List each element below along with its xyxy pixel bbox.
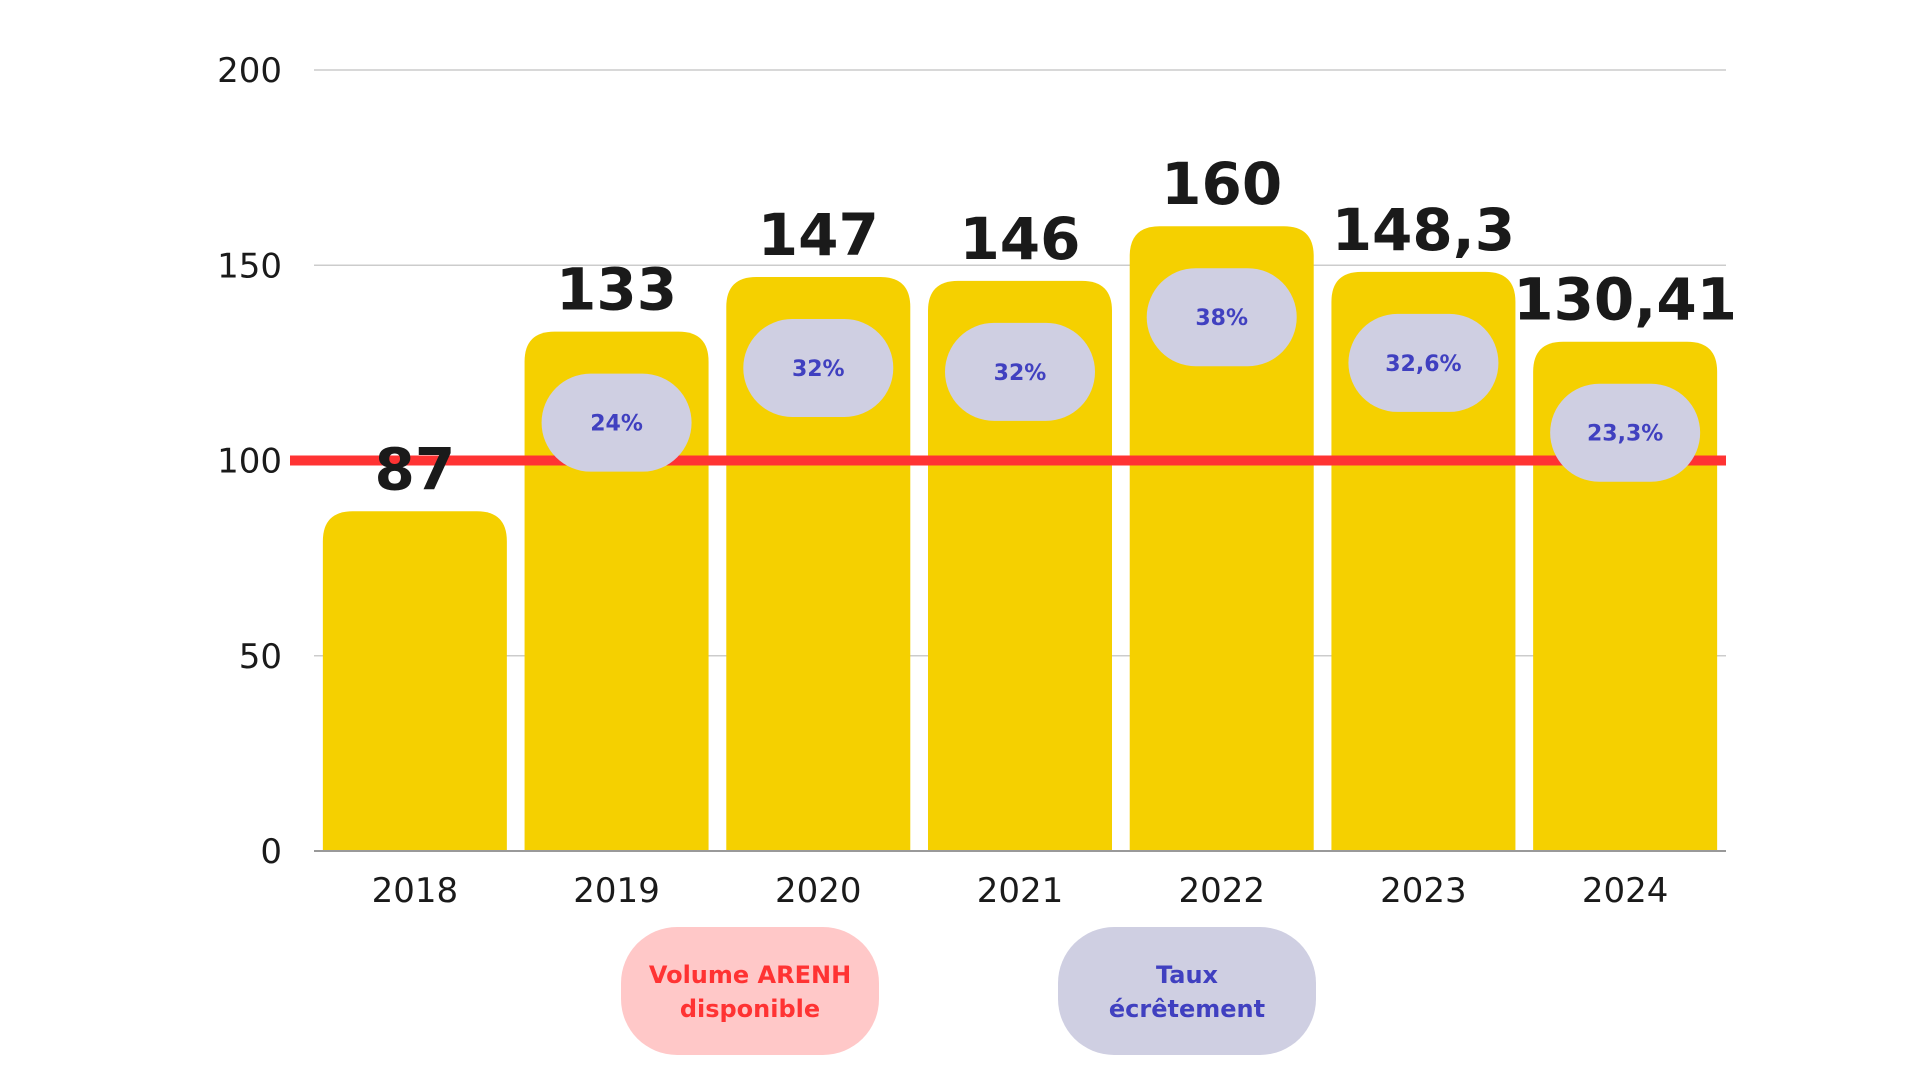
rate-label: 32,6%: [1385, 352, 1461, 377]
x-tick-label: 2019: [573, 871, 660, 911]
data-label: 146: [959, 205, 1080, 273]
rate-label: 32%: [792, 357, 845, 382]
x-tick-label: 2018: [372, 871, 459, 911]
bar-2021: [928, 280, 1112, 851]
legend-label: Taux écrêtement: [1109, 961, 1265, 1023]
legend: Volume ARENH disponible Taux écrêtement: [621, 927, 1316, 1055]
rate-label: 32%: [994, 361, 1047, 386]
bars: [322, 226, 1718, 852]
y-tick-label: 200: [217, 51, 282, 91]
legend-label: Volume ARENH disponible: [649, 961, 851, 1023]
y-tick-label: 0: [260, 832, 282, 872]
legend-item-background: [1058, 927, 1316, 1055]
data-label: 160: [1161, 150, 1282, 218]
data-label: 133: [556, 256, 677, 324]
rate-label: 38%: [1195, 306, 1248, 331]
bar-2020: [726, 276, 911, 852]
bar-2018: [322, 511, 507, 851]
y-axis-ticks: 0 50 100 150 200: [217, 51, 282, 872]
data-label: 130,41: [1513, 266, 1737, 334]
rate-pill: [541, 373, 692, 472]
y-tick-label: 100: [217, 442, 282, 482]
y-tick-label: 150: [217, 246, 282, 286]
x-tick-label: 2024: [1582, 871, 1669, 911]
legend-item-background: [621, 927, 879, 1055]
x-axis-labels: 2018 2019 2020 2021 2022 2023 2024: [372, 871, 1669, 911]
x-tick-label: 2022: [1178, 871, 1265, 911]
bar-2023: [1331, 271, 1516, 851]
x-tick-label: 2020: [775, 871, 862, 911]
rate-label: 24%: [590, 412, 643, 437]
bar-2022: [1129, 226, 1314, 851]
x-tick-label: 2023: [1380, 871, 1467, 911]
rate-pills: 24% 32% 32% 38% 32,6% 23,3%: [541, 268, 1701, 482]
data-label: 87: [374, 435, 455, 503]
rate-label: 23,3%: [1587, 422, 1663, 447]
rate-pill: [945, 322, 1095, 421]
rate-pill: [1550, 383, 1701, 482]
rate-pill: [743, 318, 894, 417]
rate-pill: [1146, 268, 1297, 367]
y-tick-label: 50: [239, 637, 282, 677]
data-label: 148,3: [1332, 196, 1515, 264]
rate-pill: [1348, 313, 1499, 412]
x-tick-label: 2021: [977, 871, 1064, 911]
data-label: 147: [758, 201, 879, 269]
